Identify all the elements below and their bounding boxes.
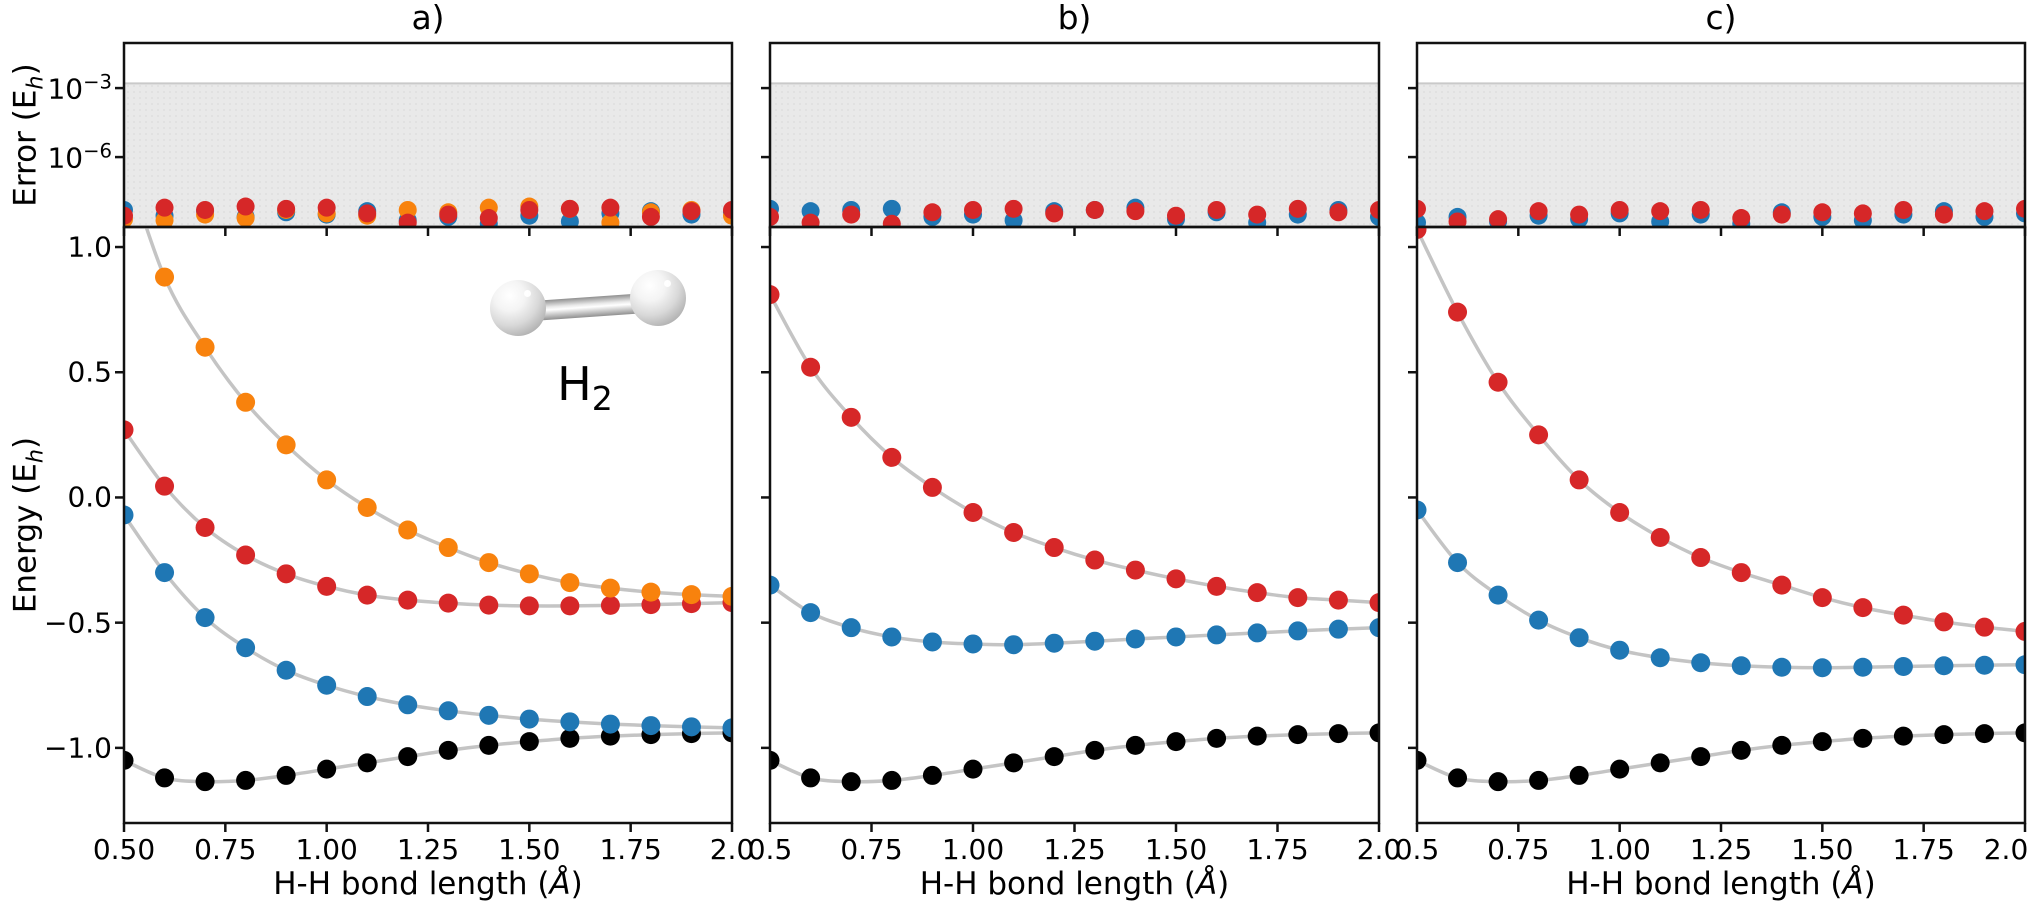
energy-y-tick-label: 1.0 — [67, 230, 112, 264]
x-tick-label: 1.75 — [1246, 833, 1309, 866]
x-tick-label: 2.0 — [709, 833, 755, 866]
x-tick-label: 0.5 — [1394, 833, 1440, 866]
energy-axis-label-sub: h — [22, 448, 49, 464]
angstrom-symbol: Å — [1842, 866, 1864, 902]
x-axis-label-c-pre: H-H bond length ( — [1566, 866, 1843, 902]
error-y-tick-label: 10−3 — [47, 70, 112, 106]
x-tick-label: 0.50 — [92, 833, 156, 866]
angstrom-symbol: Å — [549, 866, 571, 902]
x-axis-label-a: H-H bond length (Å) — [124, 866, 732, 906]
panel-title-c: c) — [1705, 0, 1737, 37]
x-tick-label: 0.75 — [840, 833, 903, 866]
x-tick-label: 2.0 — [1983, 833, 2029, 866]
x-tick-label: 1.75 — [599, 833, 662, 866]
specular-highlight — [664, 280, 671, 287]
x-axis-label-c: H-H bond length (Å) — [1417, 866, 2025, 906]
x-axis-label-c-post: ) — [1863, 866, 1876, 902]
specular-highlight — [524, 290, 531, 297]
x-tick-label: 1.25 — [396, 833, 460, 866]
x-tick-label: 0.75 — [194, 833, 257, 866]
error-y-tick-label: 10−6 — [47, 139, 112, 175]
x-axis-label-a-post: ) — [570, 866, 583, 902]
x-axis-label-b-pre: H-H bond length ( — [919, 866, 1196, 902]
angstrom-symbol: Å — [1195, 866, 1218, 902]
energy-axis-label-close: ) — [7, 436, 44, 449]
energy-y-tick-label: 0.5 — [67, 355, 112, 389]
x-tick-label: 1.75 — [1892, 833, 1955, 866]
molecule-label-subscript: 2 — [591, 379, 613, 419]
x-tick-label: 1.25 — [1689, 833, 1753, 866]
x-tick-label: 1.25 — [1043, 833, 1106, 866]
x-axis-label-a-pre: H-H bond length ( — [273, 866, 550, 902]
x-tick-label: 1.50 — [498, 833, 561, 866]
energy-y-tick-label: −0.5 — [44, 606, 112, 640]
molecule-label: H2 — [470, 357, 700, 418]
energy-axis-label: Energy (Eh) — [7, 437, 48, 613]
h2-molecule-graphic: H2 — [470, 265, 700, 425]
hydrogen-atom-sphere — [630, 270, 686, 326]
molecule-label-element: H — [557, 357, 592, 411]
x-tick-label: 1.00 — [1588, 833, 1651, 866]
x-axis-label-b: H-H bond length (Å) — [770, 866, 1379, 906]
x-tick-label: 1.50 — [1791, 833, 1854, 866]
energy-y-tick-label: 0.0 — [67, 480, 112, 514]
panel-title-b: b) — [1057, 0, 1092, 37]
x-tick-label: 1.00 — [295, 833, 358, 866]
panel-title-a: a) — [411, 0, 445, 37]
x-axis-label-b-post: ) — [1217, 866, 1230, 902]
x-tick-label: 2.0 — [1356, 833, 1402, 866]
x-tick-label: 1.50 — [1144, 833, 1208, 866]
hydrogen-atom-sphere — [490, 280, 546, 336]
x-tick-label: 0.5 — [747, 833, 793, 866]
x-tick-label: 0.75 — [1487, 833, 1550, 866]
energy-y-tick-label: −1.0 — [44, 731, 112, 765]
x-tick-label: 1.00 — [941, 833, 1005, 866]
